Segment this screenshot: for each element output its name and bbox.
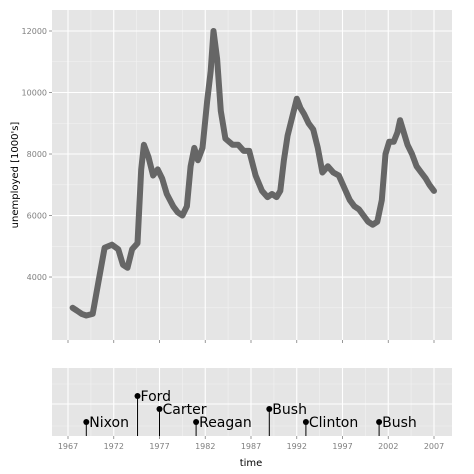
x-tick-label: 1987	[241, 442, 261, 451]
x-axis-ticks: 1967 1972 1977 1982 1987 1992 1997 2002 2007	[58, 436, 444, 451]
main-x-axis-ticks	[67, 340, 435, 343]
y-axis-ticks: 4000 6000 8000 10000 12000	[22, 27, 52, 282]
president-panel-background	[52, 368, 452, 436]
y-tick-label: 12000	[22, 27, 47, 36]
main-panel-background	[52, 10, 452, 340]
x-tick-label: 1982	[195, 442, 215, 451]
y-tick-label: 6000	[27, 212, 47, 221]
x-axis-title: time	[240, 458, 263, 469]
president-label: Carter	[163, 402, 207, 418]
x-tick-label: 1977	[149, 442, 169, 451]
president-panel-grid	[52, 368, 452, 436]
president-label: Bush	[272, 402, 307, 418]
president-label: Nixon	[89, 415, 129, 431]
x-tick-label: 1992	[287, 442, 307, 451]
main-panel-grid	[52, 10, 452, 340]
president-point	[156, 406, 163, 412]
y-tick-label: 4000	[27, 273, 47, 282]
president-label: Clinton	[309, 415, 358, 431]
unemployment-series	[69, 28, 437, 319]
y-axis-title: unemployed [1000's]	[10, 122, 21, 229]
x-tick-label: 1997	[332, 442, 352, 451]
y-tick-label: 8000	[27, 150, 47, 159]
president-point	[376, 419, 383, 425]
unemployment-line	[69, 28, 437, 319]
president-point	[134, 393, 141, 399]
y-tick-label: 10000	[22, 89, 47, 98]
x-tick-label: 1972	[104, 442, 124, 451]
x-tick-label: 2007	[424, 442, 444, 451]
president-label: Bush	[382, 415, 417, 431]
president-point	[302, 419, 309, 425]
president-label: Ford	[141, 389, 172, 405]
president-label: Reagan	[199, 415, 252, 431]
president-point	[193, 419, 200, 425]
x-tick-label: 1967	[58, 442, 78, 451]
president-point	[266, 406, 273, 412]
x-tick-label: 2002	[378, 442, 398, 451]
president-point	[83, 419, 90, 425]
